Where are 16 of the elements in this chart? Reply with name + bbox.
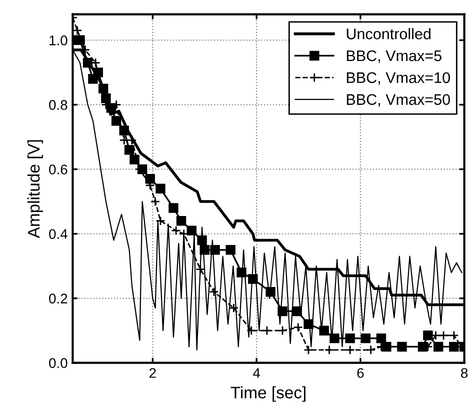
y-tick-label: 0.2 xyxy=(49,294,68,304)
y-tick-label: 0.0 xyxy=(49,358,68,368)
y-tick-label: 0.4 xyxy=(49,229,68,239)
x-tick-label: 8 xyxy=(461,368,468,378)
y-tick-label: 0.8 xyxy=(49,100,68,110)
x-tick-label: 6 xyxy=(357,368,364,378)
x-tick-label: 2 xyxy=(150,368,156,378)
y-tick-label: 1.0 xyxy=(50,36,68,46)
legend-label: BBC, Vmax=50 xyxy=(346,94,450,107)
y-tick-label: 0.6 xyxy=(49,164,68,174)
x-tick-label: 4 xyxy=(253,368,260,378)
legend-label: Uncontrolled xyxy=(346,28,430,40)
y-axis-title: Amplitude [V] xyxy=(27,140,43,238)
legend-label: BBC, Vmax=5 xyxy=(346,50,442,64)
x-axis-title: Time [sec] xyxy=(230,386,306,402)
legend-label: BBC, Vmax=10 xyxy=(346,72,450,85)
